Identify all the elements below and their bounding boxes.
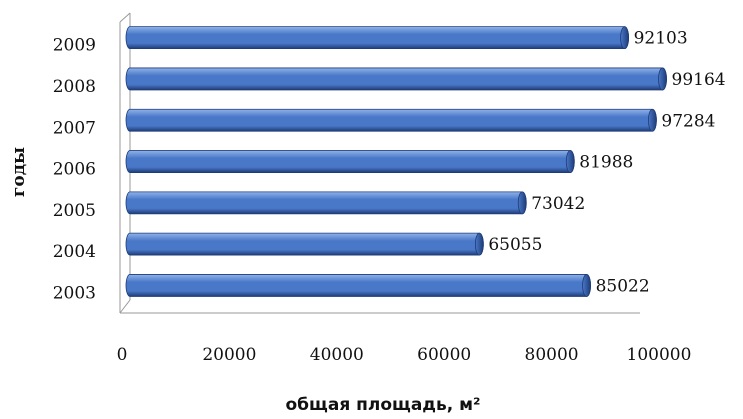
category-label-2007: 2007	[53, 118, 96, 138]
bar-body-2004	[125, 232, 484, 256]
bar-cap-2005	[517, 191, 527, 215]
x-tick-labels-group: 0 20000 40000 60000 80000 100000	[117, 345, 692, 365]
category-labels-group: 2003 2004 2005 2006 2007 2008 2009	[53, 36, 96, 304]
category-label-2009: 2009	[53, 36, 96, 56]
x-tick-80000: 80000	[525, 345, 579, 365]
bar-2006	[125, 150, 575, 173]
bar-body-2005	[125, 191, 527, 215]
data-label-2008: 99164	[672, 70, 726, 90]
data-label-2003: 85022	[596, 276, 650, 296]
category-label-2005: 2005	[53, 201, 96, 221]
category-label-2003: 2003	[53, 283, 96, 303]
data-label-2005: 73042	[531, 194, 585, 214]
x-tick-40000: 40000	[310, 345, 364, 365]
category-label-2004: 2004	[53, 242, 96, 262]
data-label-2009: 92103	[634, 29, 688, 49]
data-label-2007: 97284	[661, 111, 715, 131]
bar-body-2009	[125, 26, 629, 50]
bar-2009	[125, 26, 629, 50]
bar-body-2007	[125, 108, 657, 132]
x-tick-20000: 20000	[202, 345, 256, 365]
bar-cap-2009	[620, 26, 629, 50]
x-axis-title: общая площадь, м²	[286, 395, 481, 415]
x-tick-0: 0	[117, 345, 128, 365]
data-label-2004: 65055	[488, 235, 542, 255]
bar-cap-2006	[565, 150, 575, 173]
data-label-2006: 81988	[579, 153, 633, 173]
y-axis-title: годы	[9, 147, 29, 197]
bar-cap-2008	[658, 67, 667, 91]
bar-2005	[125, 191, 527, 215]
x-tick-100000: 100000	[627, 345, 692, 365]
wall-depth-top	[119, 12, 131, 23]
bar-cap-2004	[474, 232, 484, 256]
bar-body-2008	[125, 67, 667, 91]
x-tick-60000: 60000	[417, 345, 471, 365]
bar-body-2006	[125, 150, 575, 173]
data-labels-group: 85022 65055 73042 81988 97284 99164 92103	[488, 29, 725, 297]
floor-depth	[119, 299, 131, 314]
bars-group	[125, 26, 667, 297]
bar-cap-2003	[582, 274, 591, 297]
category-label-2006: 2006	[53, 160, 96, 180]
bar-cap-2007	[648, 108, 657, 132]
bar-2004	[125, 232, 484, 256]
bar-body-2003	[125, 274, 591, 297]
category-label-2008: 2008	[53, 77, 96, 97]
bar-2008	[125, 67, 667, 91]
bar-2007	[125, 108, 657, 132]
bar-2003	[125, 274, 591, 297]
